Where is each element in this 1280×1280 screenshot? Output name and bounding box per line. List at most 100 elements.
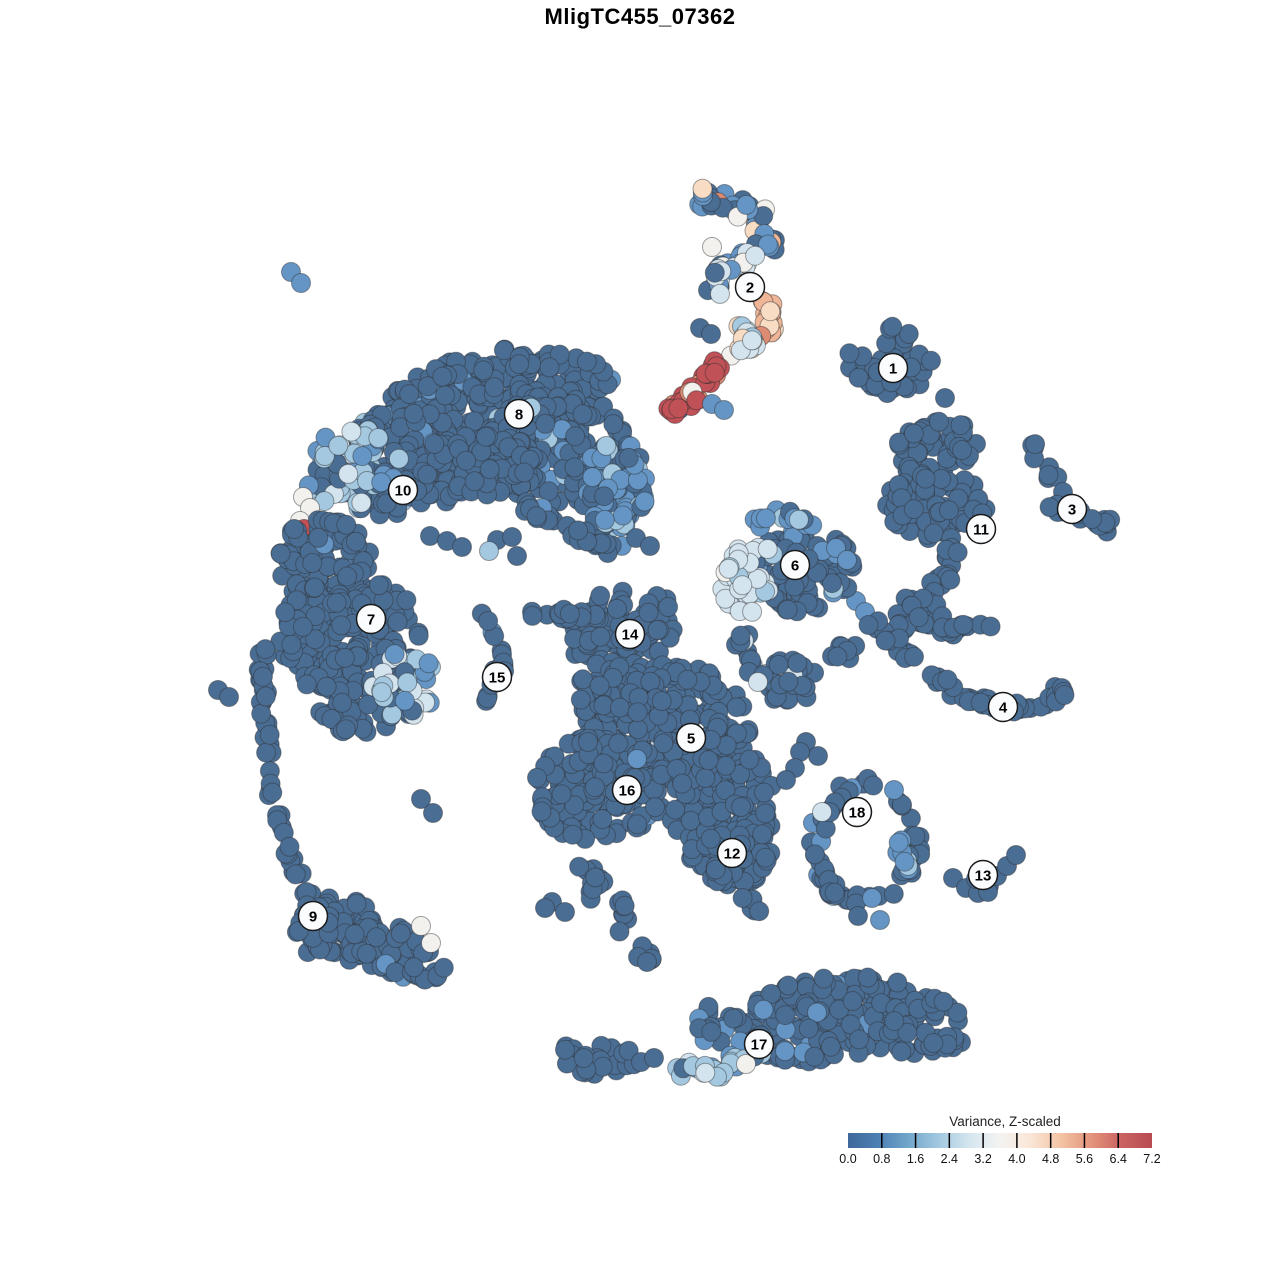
data-point — [334, 647, 355, 668]
data-point — [432, 366, 453, 387]
cluster-label-6: 6 — [779, 549, 811, 581]
data-point — [842, 991, 863, 1011]
data-point — [331, 615, 352, 636]
data-point — [452, 537, 472, 557]
data-point — [338, 463, 359, 484]
data-point — [345, 531, 366, 552]
cluster-label-text: 2 — [746, 279, 754, 296]
data-point — [275, 602, 296, 623]
data-point — [551, 784, 572, 805]
data-point — [366, 927, 387, 948]
cluster-label-11: 11 — [965, 513, 997, 545]
cluster-label-text: 1 — [889, 360, 897, 377]
data-point — [804, 1046, 825, 1067]
data-point — [798, 1018, 819, 1039]
data-point — [279, 836, 300, 857]
data-point — [755, 847, 776, 868]
data-point — [388, 448, 409, 469]
data-point — [555, 902, 575, 922]
data-point — [316, 676, 337, 697]
data-point — [858, 615, 879, 635]
data-point — [304, 577, 325, 598]
cluster-label-text: 13 — [975, 867, 992, 884]
data-point — [827, 646, 848, 667]
data-point — [739, 749, 760, 770]
data-point — [775, 1005, 796, 1026]
data-point — [399, 384, 420, 405]
data-point — [730, 625, 751, 646]
data-point — [614, 895, 635, 916]
data-point — [478, 611, 499, 631]
data-point — [291, 273, 311, 293]
data-point — [627, 814, 648, 835]
data-point — [270, 543, 291, 564]
data-point — [753, 999, 774, 1020]
data-point — [894, 851, 915, 872]
data-point — [695, 768, 716, 788]
data-point — [479, 459, 500, 480]
data-point — [692, 178, 713, 199]
data-point — [710, 283, 730, 304]
data-point — [778, 671, 799, 692]
cluster-label-2: 2 — [734, 271, 766, 303]
data-point — [417, 464, 438, 485]
data-point — [590, 626, 611, 647]
legend-tick-label: 3.2 — [974, 1152, 991, 1166]
cluster-label-text: 16 — [619, 782, 636, 799]
data-point — [668, 398, 689, 419]
data-point — [535, 413, 556, 434]
cluster-label-1: 1 — [877, 352, 909, 384]
data-point — [1025, 434, 1046, 455]
data-point — [564, 457, 585, 478]
cluster-label-text: 15 — [489, 669, 506, 686]
data-point — [346, 893, 367, 914]
data-point — [715, 755, 736, 776]
data-point — [672, 773, 693, 794]
data-point — [742, 601, 763, 622]
data-point — [888, 832, 909, 853]
cluster-label-text: 17 — [751, 1036, 768, 1053]
data-point — [568, 520, 589, 541]
data-point — [645, 797, 665, 818]
data-point — [702, 237, 722, 257]
data-point — [592, 1056, 613, 1077]
data-point — [423, 803, 443, 823]
data-point — [745, 245, 766, 266]
data-point — [1006, 845, 1026, 865]
data-point — [768, 654, 789, 675]
cluster-label-text: 8 — [515, 406, 523, 423]
data-point — [578, 732, 598, 752]
data-point — [570, 689, 591, 710]
data-point — [509, 354, 530, 375]
data-point — [538, 481, 559, 502]
data-point — [609, 697, 630, 718]
data-point — [757, 539, 778, 559]
data-points-layer — [208, 178, 1121, 1087]
data-point — [585, 867, 606, 888]
data-point — [824, 882, 845, 903]
data-point — [535, 898, 555, 918]
data-point — [435, 385, 455, 406]
data-point — [612, 505, 633, 526]
data-point — [308, 527, 329, 548]
data-point — [572, 404, 593, 425]
cluster-label-text: 14 — [622, 626, 639, 643]
data-point — [812, 802, 832, 822]
data-point — [698, 750, 719, 771]
data-point — [732, 575, 753, 596]
data-point — [368, 575, 389, 596]
data-point — [637, 952, 657, 972]
legend-tick-label: 4.0 — [1008, 1152, 1025, 1166]
data-point — [627, 702, 648, 723]
data-point — [644, 1048, 664, 1068]
data-point — [938, 500, 959, 521]
data-point — [947, 542, 968, 563]
data-point — [284, 519, 305, 539]
legend-tick-label: 0.8 — [873, 1152, 890, 1166]
data-point — [576, 351, 597, 372]
legend-tick-label: 2.4 — [941, 1152, 958, 1166]
data-point — [527, 767, 547, 788]
plot-title: MligTC455_07362 — [544, 4, 736, 29]
data-point — [760, 301, 781, 322]
data-point — [590, 585, 611, 606]
